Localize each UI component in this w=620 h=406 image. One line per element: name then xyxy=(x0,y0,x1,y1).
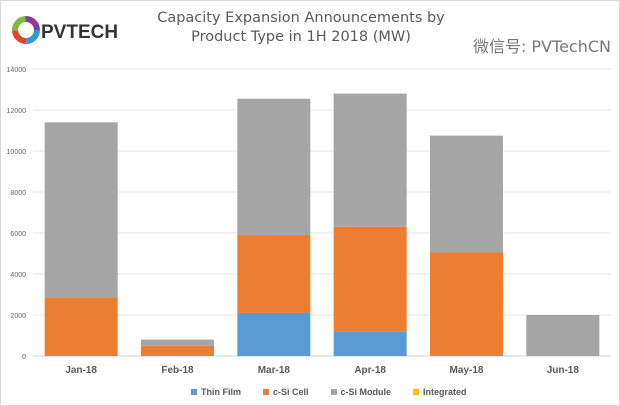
bar-segment-c-si-cell xyxy=(237,235,311,313)
legend: Thin Film c-Si Cell c-Si Module Integrated xyxy=(191,387,467,397)
y-tick-label: 2000 xyxy=(10,313,26,320)
y-tick-label: 10000 xyxy=(7,149,27,156)
y-tick-label: 8000 xyxy=(10,190,26,197)
bar-segment-c-si-module xyxy=(526,315,600,356)
x-tick-label: Jan-18 xyxy=(65,365,97,376)
legend-item: Integrated xyxy=(413,387,467,397)
x-tick-label: May-18 xyxy=(450,365,484,376)
legend-label: Integrated xyxy=(423,387,467,397)
bar-segment-thin-film xyxy=(237,312,311,356)
legend-item: c-Si Module xyxy=(330,387,392,397)
y-tick-label: 6000 xyxy=(10,231,26,238)
x-tick-label: Feb-18 xyxy=(161,365,194,376)
bar-segment-c-si-cell xyxy=(430,252,503,356)
x-tick-label: Apr-18 xyxy=(354,365,386,376)
y-tick-label: 0 xyxy=(22,354,26,361)
bar-segment-thin-film xyxy=(333,331,407,356)
chart-title: Capacity Expansion Announcements by Prod… xyxy=(151,9,451,47)
legend-label: Thin Film xyxy=(201,387,241,397)
legend-swatch xyxy=(413,389,420,395)
legend-swatch xyxy=(330,389,337,395)
svg-text:PVTECH: PVTECH xyxy=(41,22,118,43)
y-tick-label: 14000 xyxy=(7,67,27,74)
chart-title-line: Product Type in 1H 2018 (MW) xyxy=(191,29,411,45)
x-tick-label: Jun-18 xyxy=(547,365,580,376)
y-tick-label: 4000 xyxy=(10,272,26,279)
bar-segment-c-si-module xyxy=(141,339,214,346)
x-tick-label: Mar-18 xyxy=(258,365,291,376)
bar-segment-c-si-cell xyxy=(141,345,214,356)
legend-item: Thin Film xyxy=(191,387,241,397)
watermark: 微信号: PVTechCN xyxy=(472,37,611,56)
legend-swatch xyxy=(191,389,197,395)
chart-title-line: Capacity Expansion Announcements by xyxy=(157,10,445,26)
bar-segment-c-si-cell xyxy=(44,297,118,356)
legend-item: c-Si Cell xyxy=(263,387,309,397)
bar-segment-c-si-module xyxy=(333,93,407,227)
legend-label: c-Si Module xyxy=(340,387,392,397)
bar-segment-c-si-module xyxy=(237,98,311,236)
pvtech-logo: PVTECH xyxy=(12,16,118,44)
legend-label: c-Si Cell xyxy=(273,387,309,397)
y-tick-label: 12000 xyxy=(7,108,27,115)
legend-swatch xyxy=(263,389,269,395)
bar-segment-c-si-module xyxy=(44,122,118,298)
bar-segment-c-si-cell xyxy=(333,226,407,332)
bar-segment-c-si-module xyxy=(430,135,503,253)
